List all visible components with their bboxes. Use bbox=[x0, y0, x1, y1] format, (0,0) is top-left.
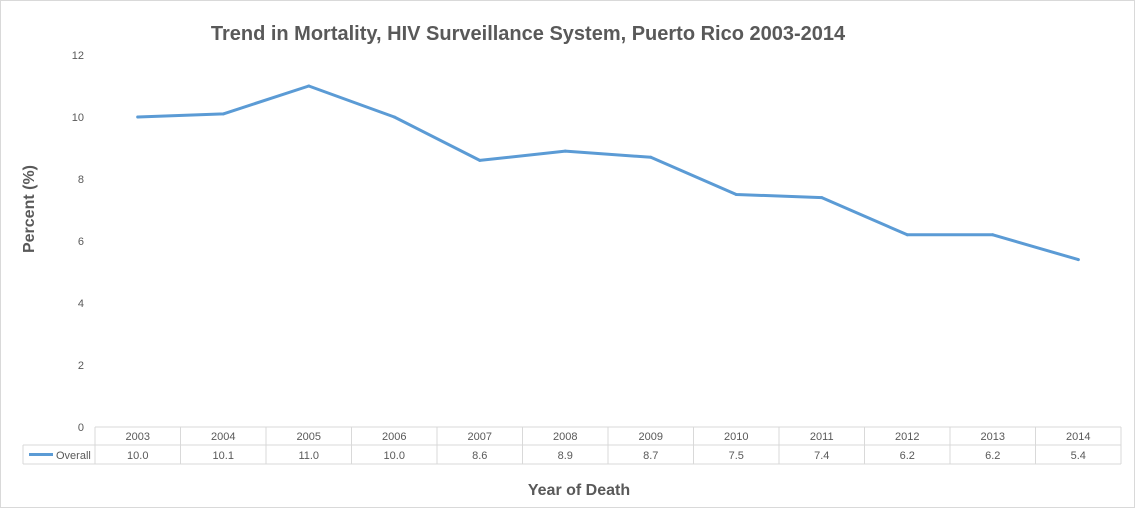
legend-label-overall: Overall bbox=[56, 450, 91, 462]
data-label: 6.2 bbox=[985, 450, 1000, 462]
data-label: 7.5 bbox=[729, 450, 744, 462]
data-label: 8.6 bbox=[472, 450, 487, 462]
x-tick-label: 2003 bbox=[126, 431, 150, 443]
x-tick-label: 2014 bbox=[1066, 431, 1090, 443]
data-point bbox=[478, 158, 482, 162]
x-tick-label: 2010 bbox=[724, 431, 748, 443]
data-point bbox=[307, 84, 311, 88]
data-point bbox=[221, 112, 225, 116]
series-line-overall bbox=[136, 84, 1080, 262]
x-tick-label: 2006 bbox=[382, 431, 406, 443]
y-tick-label: 6 bbox=[78, 236, 84, 248]
x-tick-label: 2004 bbox=[211, 431, 235, 443]
data-point bbox=[563, 149, 567, 153]
data-label: 8.9 bbox=[558, 450, 573, 462]
data-point bbox=[136, 115, 140, 119]
x-tick-label: 2009 bbox=[639, 431, 663, 443]
data-label: 5.4 bbox=[1071, 450, 1086, 462]
data-label: 6.2 bbox=[900, 450, 915, 462]
data-table: 2003 2004 2005 2006 2007 2008 2009 2010 2011 2012… bbox=[22, 426, 1122, 465]
data-label: 10.1 bbox=[213, 450, 234, 462]
data-label: 10.0 bbox=[127, 450, 148, 462]
data-label: 7.4 bbox=[814, 450, 829, 462]
x-tick-label: 2013 bbox=[981, 431, 1005, 443]
data-point bbox=[649, 155, 653, 159]
x-tick-label: 2005 bbox=[297, 431, 321, 443]
x-tick-label: 2008 bbox=[553, 431, 577, 443]
y-tick-label: 10 bbox=[72, 112, 84, 124]
y-tick-label: 2 bbox=[78, 360, 84, 372]
data-point bbox=[1076, 258, 1080, 262]
data-label: 8.7 bbox=[643, 450, 658, 462]
y-tick-label: 0 bbox=[78, 422, 84, 434]
data-point bbox=[734, 193, 738, 196]
data-point bbox=[820, 196, 824, 200]
x-tick-label: 2012 bbox=[895, 431, 919, 443]
chart-title: Trend in Mortality, HIV Surveillance Sys… bbox=[211, 23, 846, 45]
y-axis: 0 2 4 6 8 10 12 bbox=[72, 50, 84, 434]
data-point bbox=[392, 115, 396, 119]
y-tick-label: 8 bbox=[78, 174, 84, 186]
plot-area bbox=[136, 84, 1080, 262]
data-label: 10.0 bbox=[384, 450, 405, 462]
y-axis-title: Percent (%) bbox=[21, 165, 38, 253]
y-tick-label: 12 bbox=[72, 50, 84, 62]
y-tick-label: 4 bbox=[78, 298, 84, 310]
data-point bbox=[905, 233, 909, 237]
data-label: 11.0 bbox=[298, 450, 319, 462]
x-tick-label: 2007 bbox=[468, 431, 492, 443]
data-point bbox=[991, 233, 995, 237]
x-tick-label: 2011 bbox=[810, 431, 834, 443]
x-axis-title: Year of Death bbox=[528, 482, 630, 499]
